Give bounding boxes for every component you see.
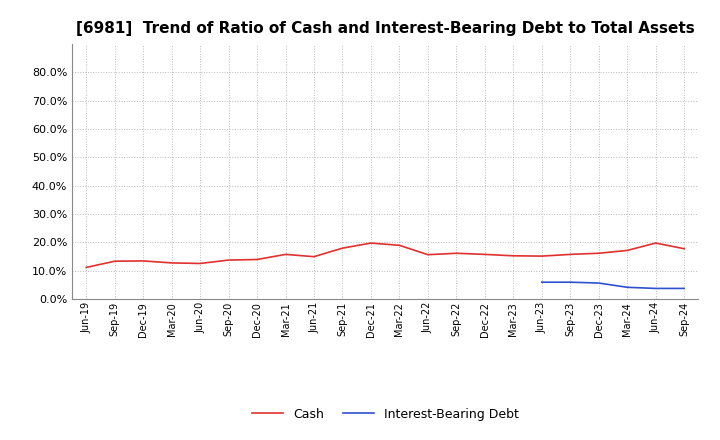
Legend: Cash, Interest-Bearing Debt: Cash, Interest-Bearing Debt: [247, 403, 523, 425]
Cash: [196, 261, 204, 266]
Interest-Bearing Debt: [537, 279, 546, 285]
Cash: [110, 259, 119, 264]
Cash: [225, 257, 233, 263]
Cash: [623, 248, 631, 253]
Cash: [680, 246, 688, 251]
Cash: [480, 252, 489, 257]
Cash: [537, 253, 546, 259]
Cash: [509, 253, 518, 258]
Cash: [452, 251, 461, 256]
Cash: [366, 240, 375, 246]
Cash: [566, 252, 575, 257]
Cash: [595, 251, 603, 256]
Interest-Bearing Debt: [680, 286, 688, 291]
Cash: [282, 252, 290, 257]
Cash: [253, 257, 261, 262]
Interest-Bearing Debt: [623, 285, 631, 290]
Interest-Bearing Debt: [652, 286, 660, 291]
Cash: [82, 265, 91, 270]
Interest-Bearing Debt: [595, 280, 603, 286]
Line: Cash: Cash: [86, 243, 684, 268]
Cash: [652, 240, 660, 246]
Title: [6981]  Trend of Ratio of Cash and Interest-Bearing Debt to Total Assets: [6981] Trend of Ratio of Cash and Intere…: [76, 21, 695, 36]
Cash: [310, 254, 318, 259]
Cash: [167, 260, 176, 266]
Interest-Bearing Debt: [566, 279, 575, 285]
Cash: [423, 252, 432, 257]
Cash: [395, 243, 404, 248]
Cash: [139, 258, 148, 264]
Line: Interest-Bearing Debt: Interest-Bearing Debt: [541, 282, 684, 289]
Cash: [338, 246, 347, 251]
